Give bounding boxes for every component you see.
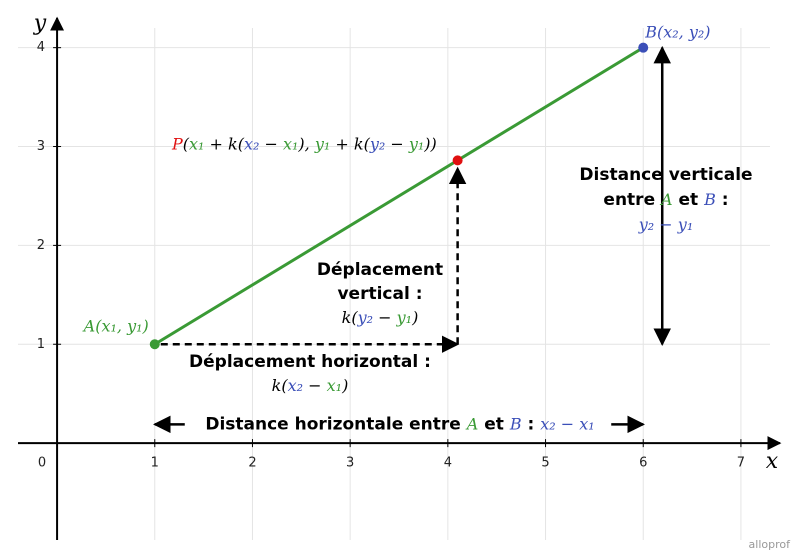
annotation: Distance horizontale entre A et B : x₂ −…: [205, 414, 594, 435]
annotation: Déplacement: [317, 260, 443, 280]
y-tick-label: 1: [37, 337, 45, 352]
annotation: Déplacement horizontal :: [189, 352, 431, 372]
point-label: P(x₁ + k(x₂ − x₁), y₁ + k(y₂ − y₁)): [171, 134, 437, 153]
text-segment: :: [716, 190, 729, 210]
text-segment: + k(: [330, 134, 370, 153]
segment-ab: [153, 46, 645, 346]
text-segment: Distance horizontale entre: [205, 414, 466, 434]
y-tick-label: 4: [37, 40, 45, 55]
text-segment: et: [478, 414, 510, 434]
text-segment: vertical :: [337, 284, 422, 304]
y-axis-label: y: [33, 11, 47, 36]
x-tick-label: 2: [248, 456, 256, 471]
text-segment: y₂: [357, 308, 373, 327]
point: [638, 42, 649, 53]
annotation: entre A et B :: [603, 190, 728, 211]
annotation: k(y₂ − y₁): [342, 308, 419, 327]
x-tick-label: 1: [151, 456, 159, 471]
text-segment: y₁: [314, 134, 330, 153]
text-segment: y₁: [408, 134, 424, 153]
text-segment: k(: [342, 308, 359, 327]
x-tick-label: 5: [541, 456, 549, 471]
text-segment: P: [171, 134, 183, 153]
text-segment: B(x₂, y₂): [644, 22, 710, 41]
text-segment: −: [259, 134, 283, 153]
point-label: A(x₁, y₁): [82, 316, 149, 335]
point: [452, 155, 463, 166]
text-segment: x₁: [327, 376, 342, 395]
x-axis-label: x: [766, 449, 779, 474]
x-tick-label: 6: [639, 456, 647, 471]
text-segment: ),: [297, 134, 314, 153]
text-segment: x₂ − x₁: [540, 414, 594, 433]
text-segment: −: [385, 134, 409, 153]
text-segment: Déplacement: [317, 260, 443, 280]
y-tick-label: 2: [37, 238, 45, 253]
text-segment: entre: [603, 190, 661, 210]
watermark: alloprof: [749, 538, 792, 551]
text-segment: )): [423, 134, 436, 153]
x-tick-label: 4: [444, 456, 452, 471]
text-segment: ): [341, 376, 348, 395]
text-segment: x₁: [189, 134, 204, 153]
x-tick-label: 7: [737, 456, 745, 471]
annotation: Distance verticale: [579, 165, 752, 185]
text-segment: (: [183, 134, 190, 153]
y-tick-label: 3: [37, 139, 45, 154]
x-tick-label: 0: [38, 456, 46, 471]
text-segment: −: [303, 376, 327, 395]
text-segment: A(x₁, y₁): [82, 316, 149, 335]
text-segment: Déplacement horizontal :: [189, 352, 431, 372]
text-segment: A: [659, 190, 673, 209]
text-segment: −: [373, 308, 397, 327]
text-segment: x₂: [288, 376, 303, 395]
text-segment: y₁: [396, 308, 412, 327]
annotation: y₂ − y₁: [638, 215, 693, 234]
text-segment: y₂ − y₁: [638, 215, 693, 234]
text-segment: B: [509, 414, 522, 433]
text-segment: et: [673, 190, 705, 210]
text-segment: ): [411, 308, 418, 327]
text-segment: k(: [272, 376, 289, 395]
point-label: B(x₂, y₂): [644, 22, 710, 41]
annotation: k(x₂ − x₁): [272, 376, 349, 395]
annotation: vertical :: [337, 284, 422, 304]
text-segment: A: [465, 414, 479, 433]
text-segment: :: [522, 414, 541, 434]
text-segment: x₁: [283, 134, 298, 153]
text-segment: x₂: [244, 134, 259, 153]
x-tick-label: 3: [346, 456, 354, 471]
text-segment: B: [703, 190, 716, 209]
text-segment: y₂: [369, 134, 385, 153]
text-segment: + k(: [204, 134, 244, 153]
text-segment: Distance verticale: [579, 165, 752, 185]
point: [149, 339, 160, 350]
